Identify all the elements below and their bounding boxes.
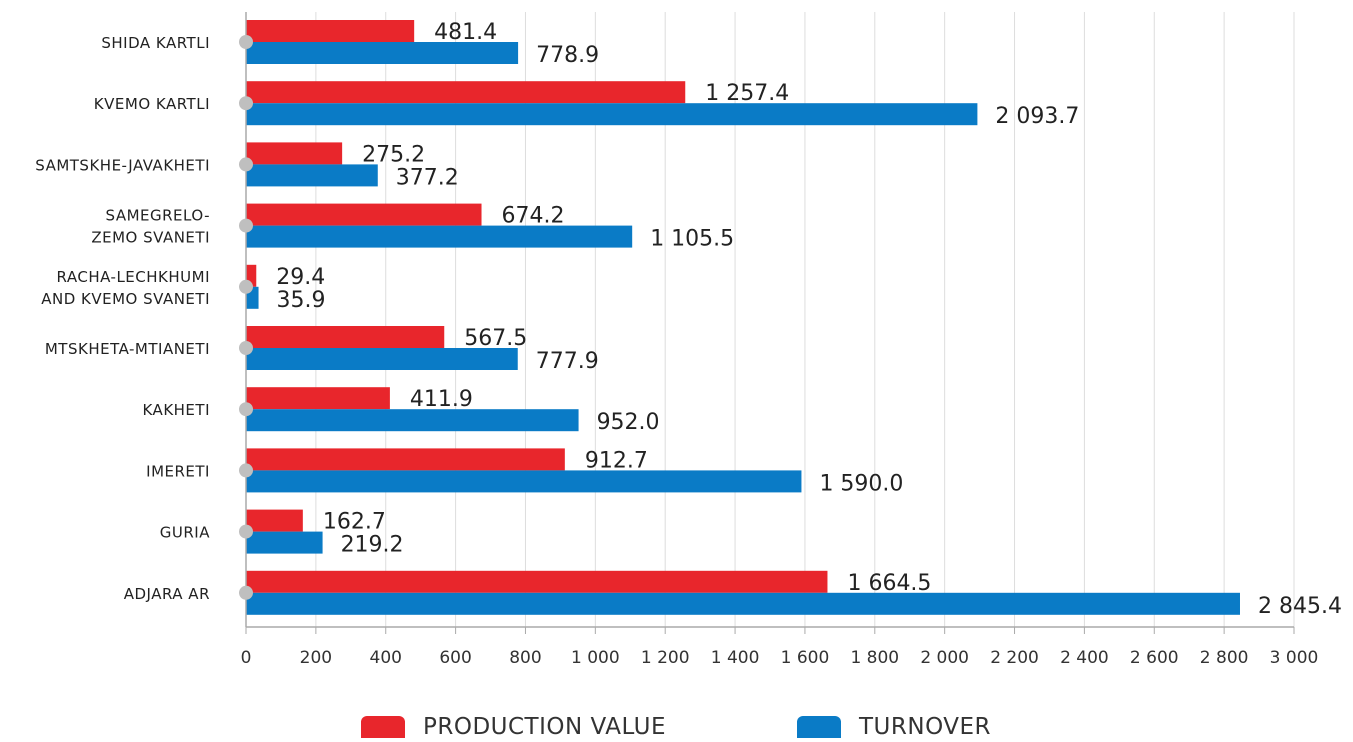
category-label: ADJARA AR: [124, 585, 210, 603]
x-tick-label: 200: [300, 648, 332, 668]
legend-item-turnover: TURNOVER: [797, 712, 991, 742]
data-label-production: 567.5: [464, 326, 527, 351]
data-label-turnover: 35.9: [277, 288, 326, 313]
x-tick-label: 1 200: [641, 648, 690, 668]
bars: [246, 20, 1240, 615]
data-label-turnover: 952.0: [597, 410, 660, 435]
x-tick-label: 2 000: [920, 648, 969, 668]
category-label: ZEMO SVANETI: [91, 229, 210, 247]
bar-production: [246, 509, 303, 532]
x-tick-label: 0: [241, 648, 252, 668]
category-label: IMERETI: [146, 462, 210, 480]
x-tick-label: 2 800: [1200, 648, 1249, 668]
data-label-production: 481.4: [434, 20, 497, 45]
bar-turnover: [246, 531, 323, 554]
data-label-turnover: 2 845.4: [1258, 594, 1342, 619]
category-label: KVEMO KARTLI: [94, 95, 210, 113]
legend-swatch-turnover: [797, 716, 841, 738]
bar-production: [246, 448, 565, 471]
category-marker: [239, 402, 253, 417]
x-tick-label: 1 800: [850, 648, 899, 668]
data-label-turnover: 777.9: [536, 349, 599, 374]
category-marker: [239, 524, 253, 539]
bar-production: [246, 20, 415, 42]
x-tick-label: 1 400: [711, 648, 760, 668]
bar-turnover: [246, 592, 1240, 615]
bar-turnover: [246, 103, 978, 126]
category-marker: [239, 157, 253, 172]
x-tick-label: 600: [439, 648, 471, 668]
category-marker: [239, 218, 253, 233]
data-label-production: 1 664.5: [847, 571, 931, 596]
bar-production: [246, 203, 482, 226]
category-label: KAKHETI: [142, 401, 210, 419]
data-label-production: 1 257.4: [705, 81, 789, 106]
category-marker: [239, 279, 253, 294]
x-tick-label: 2 400: [1060, 648, 1109, 668]
data-label-production: 29.4: [276, 265, 325, 290]
bar-production: [246, 387, 390, 410]
legend-label-production: PRODUCTION VALUE: [423, 714, 667, 740]
bar-production: [246, 81, 686, 104]
data-label-turnover: 1 590.0: [819, 471, 903, 496]
data-label-production: 912.7: [585, 448, 648, 473]
bar-turnover: [246, 42, 519, 64]
legend-swatch-production: [361, 716, 405, 738]
category-marker: [239, 35, 253, 49]
x-tick-label: 400: [370, 648, 402, 668]
axes: [239, 12, 1295, 634]
data-label-turnover: 2 093.7: [995, 104, 1079, 129]
category-label: SHIDA KARTLI: [101, 34, 210, 52]
category-marker: [239, 463, 253, 478]
x-tick-label: 2 600: [1130, 648, 1179, 668]
bar-turnover: [246, 470, 802, 493]
bar-production: [246, 326, 445, 348]
legend: PRODUCTION VALUE TURNOVER: [0, 712, 1353, 742]
bar-production: [246, 142, 343, 165]
x-tick-label: 1 000: [571, 648, 620, 668]
data-label-production: 162.7: [323, 510, 386, 535]
category-label: AND KVEMO SVANETI: [41, 290, 210, 308]
legend-item-production: PRODUCTION VALUE: [361, 712, 666, 742]
bar-production: [246, 264, 257, 287]
bar-turnover: [246, 164, 378, 187]
labels: 0 200 400 600 800 1 000 1 200 1 400 1 600 1 800 2 …: [35, 20, 1342, 668]
category-marker: [239, 585, 253, 600]
category-marker: [239, 341, 253, 355]
category-label: GURIA: [160, 524, 210, 542]
x-tick-label: 3 000: [1270, 648, 1319, 668]
category-label: SAMTSKHE-JAVAKHETI: [35, 156, 210, 174]
legend-label-turnover: TURNOVER: [859, 714, 992, 740]
category-label: SAMEGRELO-: [106, 207, 210, 225]
bar-turnover: [246, 348, 518, 370]
data-label-production: 275.2: [362, 142, 425, 167]
bar-turnover: [246, 409, 579, 432]
data-label-turnover: 219.2: [341, 533, 404, 558]
category-marker: [239, 96, 253, 111]
x-tick-label: 2 200: [990, 648, 1039, 668]
x-tick-label: 800: [509, 648, 541, 668]
category-label: MTSKHETA-MTIANETI: [45, 340, 210, 358]
data-label-turnover: 778.9: [536, 43, 599, 68]
bar-production: [246, 570, 828, 593]
category-label: RACHA-LECHKHUMI: [57, 268, 210, 286]
data-label-production: 411.9: [410, 387, 473, 412]
data-label-turnover: 377.2: [396, 165, 459, 190]
data-label-production: 674.2: [502, 204, 565, 229]
bar-turnover: [246, 225, 633, 248]
x-tick-label: 1 600: [781, 648, 830, 668]
data-label-turnover: 1 105.5: [650, 227, 734, 252]
